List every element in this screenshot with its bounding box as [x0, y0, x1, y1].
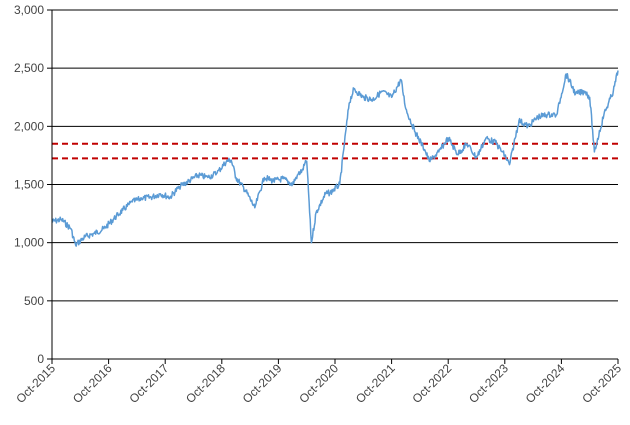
x-tick-label: Oct-2021 [353, 361, 398, 406]
y-tick-label: 3,000 [14, 3, 44, 17]
x-tick-label: Oct-2022 [410, 361, 455, 406]
y-tick-label: 0 [37, 352, 44, 366]
y-tick-label: 1,000 [14, 236, 44, 250]
x-tick-label: Oct-2025 [579, 361, 624, 406]
x-tick-label: Oct-2016 [70, 361, 115, 406]
x-tick-label: Oct-2024 [523, 361, 568, 406]
x-tick-label: Oct-2017 [127, 361, 172, 406]
series-line-1 [51, 70, 619, 247]
x-tick-label: Oct-2020 [296, 361, 341, 406]
axes [47, 9, 619, 364]
x-tick-label: Oct-2015 [13, 361, 58, 406]
reference-lines [52, 142, 618, 160]
grid-lines [52, 9, 618, 302]
x-tick-label: Oct-2023 [466, 361, 511, 406]
x-tick-label: Oct-2018 [183, 361, 228, 406]
y-tick-label: 1,500 [14, 178, 44, 192]
series-layer [51, 70, 619, 247]
y-tick-label: 2,000 [14, 119, 44, 133]
y-tick-label: 500 [24, 294, 44, 308]
x-axis-tick-labels: Oct-2015 Oct-2016 Oct-2017 Oct-2018 Oct-2019… [13, 361, 624, 406]
y-tick-label: 2,500 [14, 61, 44, 75]
x-tick-label: Oct-2019 [240, 361, 285, 406]
y-axis-tick-labels: 0 500 1,000 1,500 2,000 2,500 3,000 [14, 3, 44, 366]
